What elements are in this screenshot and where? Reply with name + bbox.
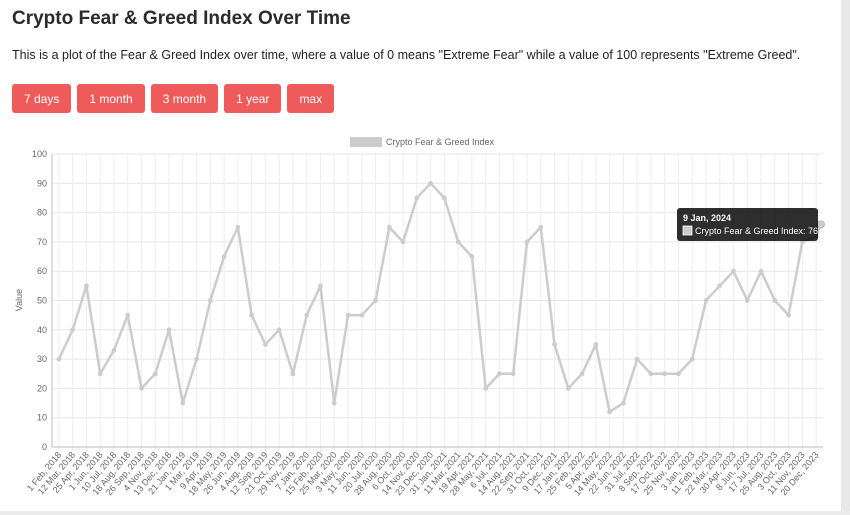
y-tick-label: 50 <box>37 296 47 306</box>
tooltip-text: Crypto Fear & Greed Index: 76 <box>695 226 818 236</box>
y-tick-label: 40 <box>37 325 47 335</box>
data-point[interactable] <box>634 356 640 362</box>
data-point[interactable] <box>194 356 199 362</box>
data-point[interactable] <box>235 224 241 230</box>
data-point[interactable] <box>290 371 296 377</box>
data-point[interactable] <box>772 298 778 303</box>
data-point[interactable] <box>221 254 227 259</box>
data-point[interactable] <box>689 356 695 362</box>
legend[interactable]: Crypto Fear & Greed Index <box>350 137 495 147</box>
data-point[interactable] <box>620 400 626 406</box>
chart-axes <box>51 154 823 448</box>
data-point[interactable] <box>373 298 378 303</box>
chart-grid <box>52 153 823 451</box>
data-point[interactable] <box>786 312 791 318</box>
data-point[interactable] <box>263 342 268 347</box>
y-axis-label: Value <box>14 289 24 311</box>
page-description: This is a plot of the Fear & Greed Index… <box>12 48 801 62</box>
highlighted-data-point[interactable] <box>817 220 825 229</box>
data-point[interactable] <box>717 283 723 289</box>
data-point[interactable] <box>565 386 571 391</box>
data-point[interactable] <box>497 371 502 377</box>
data-point[interactable] <box>125 312 131 318</box>
data-point[interactable] <box>414 195 420 201</box>
page-bottom-edge <box>0 511 850 515</box>
data-point[interactable] <box>676 371 681 377</box>
legend-label: Crypto Fear & Greed Index <box>386 137 495 147</box>
data-point[interactable] <box>166 327 172 333</box>
range-7-days-button[interactable]: 7 days <box>12 84 72 113</box>
data-point[interactable] <box>386 224 392 230</box>
data-point[interactable] <box>400 239 406 245</box>
legend-swatch <box>350 137 382 147</box>
y-tick-label: 70 <box>37 237 47 247</box>
data-point[interactable] <box>648 371 654 377</box>
tooltip-swatch <box>682 225 693 236</box>
data-point[interactable] <box>249 312 255 318</box>
y-tick-label: 20 <box>37 383 47 393</box>
data-point[interactable] <box>84 283 89 289</box>
page-title: Crypto Fear & Greed Index Over Time <box>12 8 351 29</box>
data-point[interactable] <box>56 356 62 362</box>
data-point[interactable] <box>510 371 516 377</box>
tooltip-date: 9 Jan, 2024 <box>683 213 731 223</box>
data-point[interactable] <box>607 409 612 415</box>
y-tick-label: 0 <box>42 442 47 452</box>
data-point[interactable] <box>276 327 282 333</box>
data-point[interactable] <box>70 327 76 333</box>
data-point[interactable] <box>207 298 213 303</box>
data-point[interactable] <box>345 312 351 318</box>
range-button-group: 7 days 1 month 3 month 1 year max <box>12 84 335 113</box>
tooltip: 9 Jan, 2024 Crypto Fear & Greed Index: 7… <box>677 208 818 241</box>
data-point[interactable] <box>731 268 736 274</box>
series-fear-greed <box>56 180 825 415</box>
y-tick-label: 60 <box>37 266 47 276</box>
y-tick-label: 80 <box>37 208 47 218</box>
range-1-month-button[interactable]: 1 month <box>77 84 145 113</box>
data-point[interactable] <box>111 347 117 353</box>
data-point[interactable] <box>180 400 186 406</box>
range-1-year-button[interactable]: 1 year <box>224 84 282 113</box>
data-point[interactable] <box>662 371 668 377</box>
y-tick-label: 90 <box>37 178 47 188</box>
data-point[interactable] <box>97 371 103 377</box>
data-point[interactable] <box>483 386 489 391</box>
data-point[interactable] <box>331 400 337 406</box>
data-point[interactable] <box>703 298 709 303</box>
page-edge <box>841 0 850 515</box>
data-point[interactable] <box>139 386 144 391</box>
range-max-button[interactable]: max <box>287 84 335 113</box>
data-point[interactable] <box>593 342 599 347</box>
data-point[interactable] <box>455 239 461 245</box>
y-tick-label: 10 <box>37 413 47 423</box>
data-point[interactable] <box>524 239 530 245</box>
y-tick-label: 100 <box>32 149 47 159</box>
data-point[interactable] <box>441 195 447 201</box>
y-tick-label: 30 <box>37 354 47 364</box>
data-point[interactable] <box>579 371 585 377</box>
data-point[interactable] <box>538 224 544 230</box>
data-point[interactable] <box>318 283 323 289</box>
y-axis-ticks: 0 10 20 30 40 50 60 70 80 90 100 <box>32 149 47 452</box>
data-point[interactable] <box>304 312 310 318</box>
data-point[interactable] <box>428 180 434 186</box>
data-point[interactable] <box>359 312 365 318</box>
data-point[interactable] <box>552 342 557 347</box>
range-3-month-button[interactable]: 3 month <box>150 84 219 113</box>
data-point[interactable] <box>469 254 475 259</box>
data-point[interactable] <box>744 298 750 303</box>
data-point[interactable] <box>152 371 158 377</box>
data-point[interactable] <box>758 268 764 274</box>
